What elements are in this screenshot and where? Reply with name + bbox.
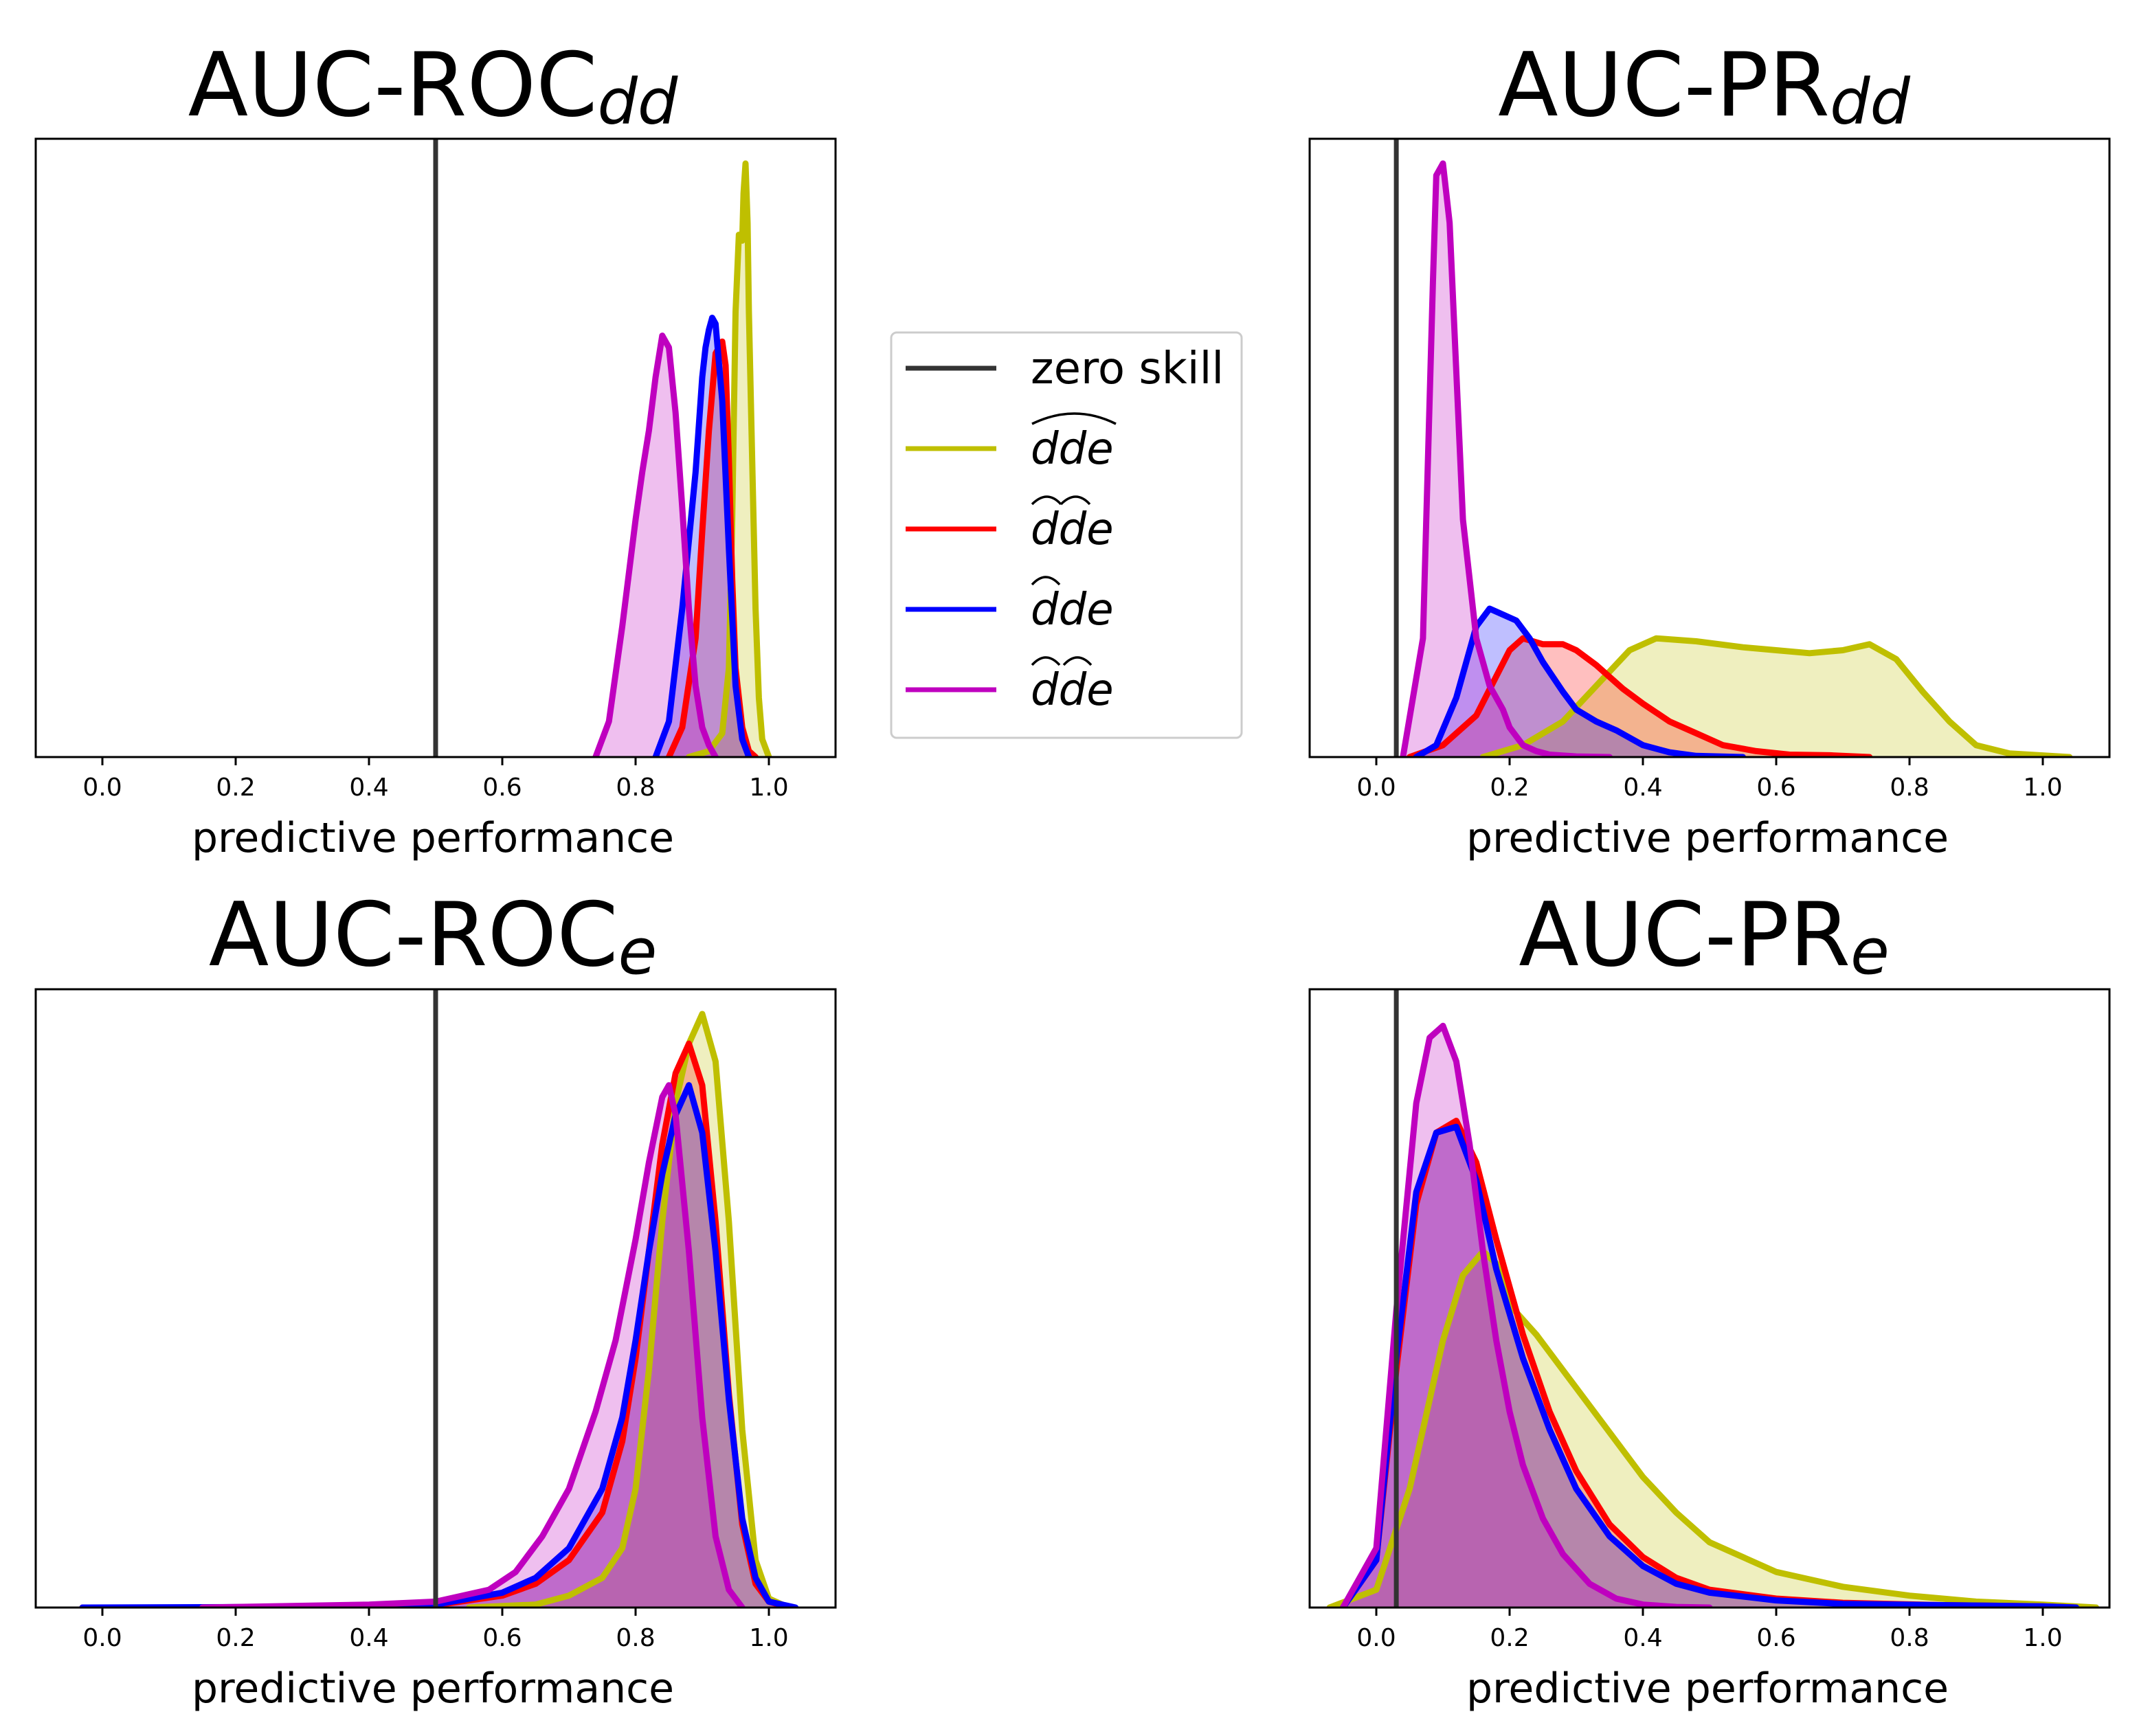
panel-title-main: AUC-PR	[1519, 884, 1850, 987]
series-layer	[1400, 160, 2073, 757]
series-fill-dde-dd	[1343, 1120, 2076, 1608]
hat-mark	[1060, 495, 1091, 506]
series-line-dde-dd	[1407, 635, 1873, 757]
hat-mark	[1062, 656, 1093, 666]
x-tick-label: 0.0	[82, 774, 122, 802]
legend-label: dde	[1031, 585, 1114, 635]
x-tick-label: 0.8	[1890, 1624, 1929, 1652]
axes-frame	[1308, 137, 2111, 758]
legend-item: dde	[906, 412, 1117, 475]
series-fill-dde-all	[1330, 1251, 2096, 1608]
x-tick-label: 0.4	[349, 1624, 388, 1652]
legend-label: zero skill	[1031, 343, 1224, 394]
series-line-dde-all	[1326, 1248, 2100, 1608]
series-line-dde-d	[1413, 605, 1746, 757]
x-tick-label: 0.0	[82, 1624, 122, 1652]
x-axis-label: predictive performance	[192, 1665, 674, 1713]
x-tick-label: 0.6	[1756, 774, 1795, 802]
series-line-dde-all	[686, 160, 772, 757]
x-tick-label: 0.2	[216, 1624, 255, 1652]
panel-title-sub: e	[618, 915, 658, 989]
hat-mark	[1031, 495, 1062, 506]
plot-area: 0.0 0.2 0.4 0.6 0.8 1.0	[1308, 988, 2111, 1652]
x-tick-label: 0.6	[482, 1624, 522, 1652]
series-line-dde-dd-e	[1340, 1022, 1713, 1608]
panel-auc-pr-e: AUC-PRe 0.0 0.2 0.4 0.6 0.8 1.0 predictive pe…	[1308, 884, 2111, 1713]
x-axis-label: predictive performance	[1466, 1665, 1949, 1713]
series-fill-dde-dd	[1409, 638, 1870, 757]
legend-item: dde	[906, 576, 1114, 635]
legend-items: zero skill dde dde dde dde	[906, 343, 1224, 716]
hat-mark	[1031, 656, 1061, 666]
panel-title-main: AUC-ROC	[209, 884, 618, 987]
x-tick-label: 0.6	[482, 774, 522, 802]
legend-label: dde	[1031, 665, 1114, 716]
panel-title: AUC-PRe	[1519, 884, 1890, 989]
panel-title: AUC-ROCdd	[188, 34, 678, 139]
panel-title-sub: e	[1850, 915, 1890, 989]
series-line-dde-dd-e	[592, 332, 719, 757]
x-tick-label: 0.4	[349, 774, 388, 802]
panel-auc-roc-e: AUC-ROCe 0.0 0.2 0.4 0.6 0.8 1.0 predictive p…	[34, 884, 837, 1713]
hat-mark	[1031, 412, 1117, 425]
x-tick-label: 0.2	[216, 774, 255, 802]
x-axis-label: predictive performance	[1466, 814, 1949, 862]
legend: zero skill dde dde dde dde	[890, 331, 1243, 739]
x-tick-label: 0.4	[1623, 1624, 1662, 1652]
panel-auc-roc-dd: AUC-ROCdd 0.0 0.2 0.4 0.6 0.8 1.0 predictive …	[34, 34, 837, 862]
series-line-dde-all	[1479, 635, 2073, 757]
panel-title: AUC-PRdd	[1498, 34, 1910, 139]
panel-title-main: AUC-PR	[1498, 34, 1830, 137]
x-axis-label: predictive performance	[192, 814, 674, 862]
x-tick-label: 1.0	[749, 774, 788, 802]
x-tick-label: 0.2	[1490, 774, 1529, 802]
legend-item: zero skill	[906, 343, 1224, 394]
plot-area: 0.0 0.2 0.4 0.6 0.8 1.0	[34, 988, 837, 1652]
panel-title: AUC-ROCe	[209, 884, 657, 989]
legend-label: dde	[1031, 504, 1114, 555]
x-tick-label: 1.0	[2023, 774, 2062, 802]
panel-title-main: AUC-ROC	[188, 34, 598, 137]
series-line-dde-d	[1340, 1123, 2079, 1608]
x-tick-label: 0.0	[1356, 1624, 1396, 1652]
series-layer	[1326, 1022, 2100, 1608]
x-tick-label: 1.0	[2023, 1624, 2062, 1652]
series-fill-dde-d	[1416, 609, 1743, 757]
panel-title-sub: dd	[598, 65, 678, 139]
x-tick-label: 0.6	[1756, 1624, 1795, 1652]
x-tick-label: 0.4	[1623, 774, 1662, 802]
x-tick-label: 0.8	[616, 1624, 655, 1652]
axes-frame	[34, 137, 837, 758]
axes-frame	[1308, 988, 2111, 1609]
panel-auc-pr-dd: AUC-PRdd 0.0 0.2 0.4 0.6 0.8 1.0 predictive p…	[1308, 34, 2111, 862]
panel-title-sub: dd	[1830, 65, 1910, 139]
legend-item: dde	[906, 495, 1114, 555]
series-line-dde-d	[79, 1082, 799, 1608]
hat-mark	[1031, 576, 1061, 586]
series-fill-dde-all	[1483, 638, 2070, 757]
series-layer	[592, 160, 772, 757]
series-line-dde-dd-e	[199, 1082, 746, 1608]
axes-frame	[34, 988, 837, 1609]
x-tick-label: 1.0	[749, 1624, 788, 1652]
legend-item: dde	[906, 656, 1114, 716]
series-line-dde-dd-e	[1400, 160, 1613, 757]
series-layer	[79, 1011, 799, 1608]
series-fill-dde-dd-e	[1343, 1026, 1710, 1608]
legend-frame	[890, 331, 1243, 739]
plot-area: 0.0 0.2 0.4 0.6 0.8 1.0	[34, 137, 837, 802]
series-fill-dde-d	[82, 1085, 796, 1608]
series-fill-dde-dd-e	[1402, 164, 1610, 757]
x-tick-label: 0.0	[1356, 774, 1396, 802]
series-fill-dde-d	[1343, 1127, 2076, 1608]
legend-label: dde	[1031, 424, 1114, 475]
series-fill-dde-dd-e	[595, 335, 716, 757]
x-tick-label: 0.8	[616, 774, 655, 802]
plot-area: 0.0 0.2 0.4 0.6 0.8 1.0	[1308, 137, 2111, 802]
x-tick-label: 0.8	[1890, 774, 1929, 802]
x-tick-label: 0.2	[1490, 1624, 1529, 1652]
